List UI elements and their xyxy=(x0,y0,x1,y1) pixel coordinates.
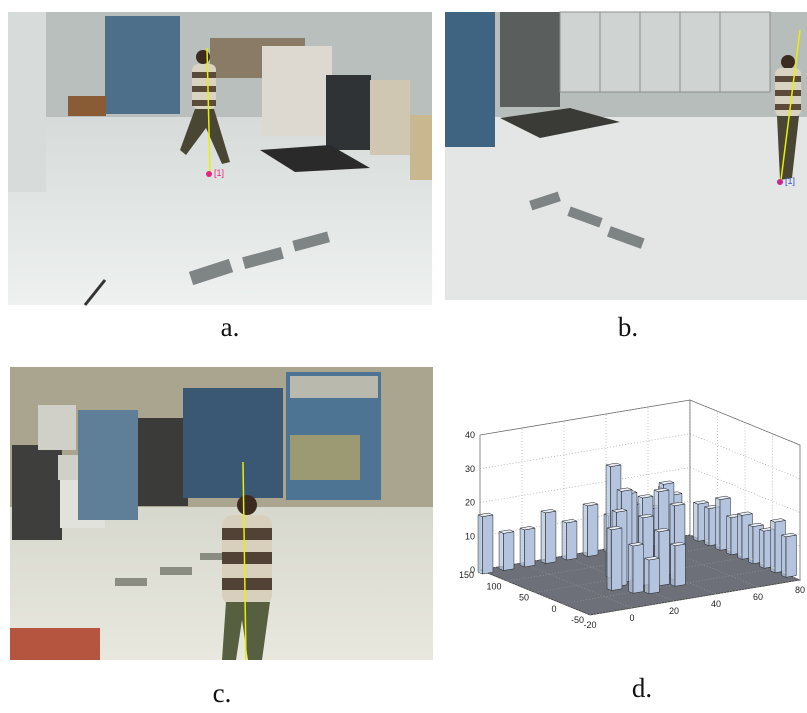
bar-face xyxy=(520,528,524,567)
bar-face xyxy=(738,514,742,560)
panel-label: b. xyxy=(618,312,638,342)
bar xyxy=(607,526,622,590)
bar-face xyxy=(541,511,545,563)
x-tick-label: 80 xyxy=(795,585,805,595)
bar-face xyxy=(705,507,709,546)
bar-face xyxy=(607,528,611,591)
y-tick-label: -50 xyxy=(571,615,584,625)
z-tick-label: 20 xyxy=(465,498,475,508)
x-tick-label: 20 xyxy=(669,606,679,616)
track-marker: [1] xyxy=(785,176,795,186)
bar-face xyxy=(633,544,644,593)
bar-face xyxy=(786,535,797,577)
bar-face xyxy=(675,544,686,586)
panel-label: d. xyxy=(632,673,652,703)
bar-face xyxy=(562,521,566,560)
z-tick-label: 30 xyxy=(465,464,475,474)
bar-face xyxy=(760,529,764,568)
y-tick-label: 0 xyxy=(551,604,556,614)
page: [1] [1] xyxy=(0,0,807,713)
x-tick-label: 40 xyxy=(711,599,721,609)
bar xyxy=(541,509,556,563)
bar xyxy=(562,519,577,560)
bar-face xyxy=(645,558,649,594)
bar xyxy=(520,526,535,567)
bar-face xyxy=(716,498,720,550)
bar-face xyxy=(659,530,670,586)
bar-face xyxy=(587,504,598,556)
bar xyxy=(645,556,660,593)
bar-face xyxy=(566,521,577,560)
bar-face xyxy=(611,528,622,591)
bar-face xyxy=(727,516,731,555)
bar-face xyxy=(782,535,786,577)
bar xyxy=(583,502,598,556)
bar-face xyxy=(649,558,660,594)
bar-face xyxy=(694,502,698,541)
x-tick-label: 0 xyxy=(629,613,634,623)
y-tick-label: 150 xyxy=(459,570,474,580)
bar xyxy=(629,542,644,593)
bar-face xyxy=(499,532,503,571)
bar-face xyxy=(749,525,753,564)
panel-label: a. xyxy=(221,312,240,342)
bar-face xyxy=(478,515,482,574)
photo-a: [1] xyxy=(8,12,432,305)
y-tick-label: 50 xyxy=(519,593,529,603)
panel-label: c. xyxy=(213,678,232,708)
bar-face xyxy=(629,544,633,593)
x-tick-label: -20 xyxy=(583,620,596,630)
bar-face xyxy=(545,511,556,563)
bar xyxy=(478,513,493,574)
bar xyxy=(499,530,514,571)
bar-face xyxy=(482,515,493,574)
y-tick-label: 100 xyxy=(486,581,501,591)
bar xyxy=(671,542,686,586)
bar-face xyxy=(583,504,587,556)
track-marker: [1] xyxy=(214,168,224,178)
bar-face xyxy=(524,528,535,567)
figure: [1] [1] xyxy=(0,0,807,713)
z-tick-label: 10 xyxy=(465,531,475,541)
bar-face xyxy=(671,544,675,586)
photo-c xyxy=(10,367,433,660)
x-tick-label: 60 xyxy=(753,592,763,602)
bar-face xyxy=(771,520,775,572)
bar xyxy=(782,533,797,577)
photo-b: [1] xyxy=(445,12,807,300)
bar-face xyxy=(503,532,514,571)
z-tick-label: 40 xyxy=(465,430,475,440)
